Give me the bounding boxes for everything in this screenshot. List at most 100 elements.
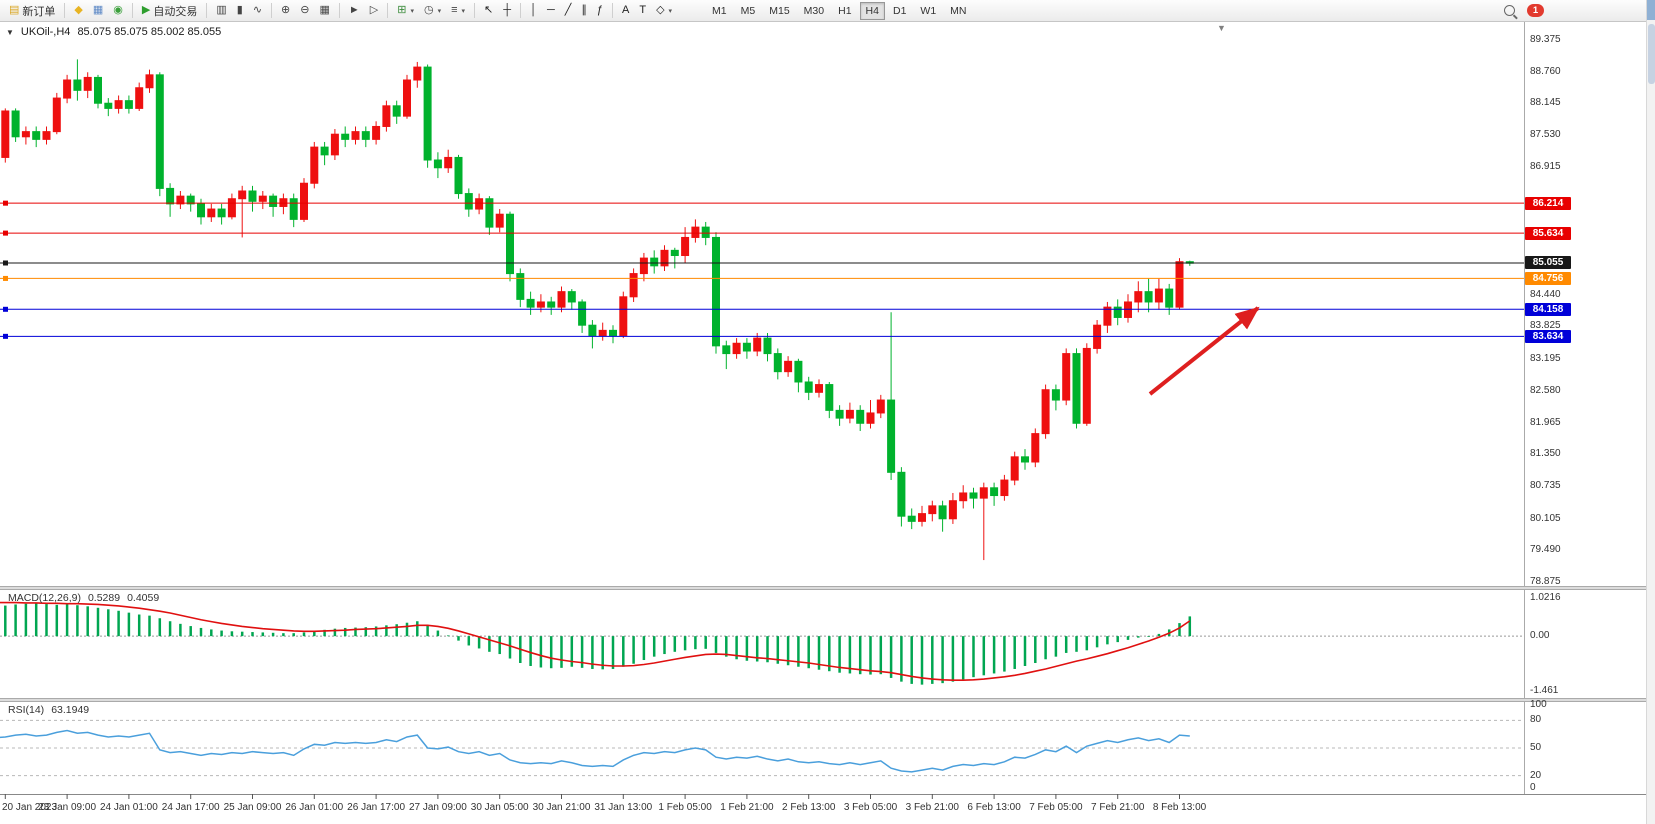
channel-button[interactable]: ∥ [576,1,592,21]
cursor-button[interactable]: ↖ [479,1,498,21]
chart-canvas[interactable] [0,22,1646,824]
zoom-in-button[interactable]: ⊕ [276,1,295,21]
toolbar-separator [206,3,208,18]
toolbar-right: 1 [1504,4,1642,17]
auto-scroll-button[interactable]: ► [344,1,365,21]
toolbar-separator [520,3,522,18]
panel-splitter-macd[interactable] [0,586,1646,590]
zoom-out-icon: ⊖ [300,4,310,16]
bar-chart-button[interactable]: ▥ [211,1,231,21]
chart-shift-button[interactable]: ▷ [365,1,383,21]
hline-price-tag[interactable]: 84.756 [1525,271,1571,285]
timeframe-h4[interactable]: H4 [859,1,885,20]
dropdown-caret-icon: ▾ [437,7,442,15]
price-axis-label: 83.195 [1530,353,1561,364]
crosshair-button[interactable]: ┼ [498,1,516,21]
date-label[interactable]: 1 Feb 05:00 [658,802,712,813]
timeframe-d1[interactable]: D1 [892,4,907,17]
date-label[interactable]: 20 Jan 2023 [2,802,58,813]
date-label[interactable]: 7 Feb 21:00 [1091,802,1145,813]
date-label[interactable]: 1 Feb 21:00 [720,802,774,813]
trend-arrow-annotation[interactable] [1148,306,1260,396]
search-icon[interactable] [1504,5,1515,16]
date-label[interactable]: 23 Jan 09:00 [38,802,96,813]
candlestick-chart-button[interactable]: ▮ [232,1,248,21]
date-label[interactable]: 26 Jan 01:00 [285,802,344,813]
date-label[interactable]: 30 Jan 05:00 [470,802,529,813]
date-label[interactable]: 6 Feb 13:00 [967,802,1021,813]
market-watch-icon: ◆ [74,4,83,16]
price-axis-label: 86.915 [1530,160,1561,172]
trendline-button[interactable]: ╱ [560,1,577,21]
date-label[interactable]: 24 Jan 01:00 [99,802,158,813]
crosshair-icon: ┼ [503,4,512,16]
macd-header: MACD(12,26,9) 0.5289 0.4059 [8,592,159,604]
rsi-axis-label: 20 [1530,769,1542,781]
shapes-button[interactable]: ◇ ▾ [651,1,677,21]
text-label-button[interactable]: T [634,1,651,21]
new-chart-button[interactable]: ⊞ ▾ [392,1,419,21]
timeframe-w1[interactable]: W1 [920,4,937,17]
timeframe-m30[interactable]: M30 [803,4,825,17]
date-label[interactable]: 26 Jan 17:00 [347,802,405,813]
date-label[interactable]: 3 Feb 05:00 [843,802,898,813]
one-click-collapse-icon[interactable]: ▼ [6,27,14,37]
horizontal-price-lines[interactable] [0,200,1524,339]
date-label[interactable]: 2 Feb 13:00 [782,802,836,813]
date-label[interactable]: 30 Jan 21:00 [532,802,591,813]
fibonacci-button[interactable]: ƒ [592,1,608,21]
period-button[interactable]: ◷ ▾ [419,1,446,21]
dropdown-caret-icon: ▾ [668,7,673,15]
date-label[interactable]: 27 Jan 09:00 [408,802,467,813]
chart-window[interactable]: ▼ UKOil-,H4 85.075 85.075 85.002 85.055 … [0,22,1646,824]
date-label[interactable]: 24 Jan 17:00 [161,802,220,813]
autotrading-button[interactable]: ▶ 自动交易 [137,1,202,21]
auto-scroll-icon: ► [348,4,360,16]
text-button[interactable]: A [617,1,634,21]
horizontal-line-button[interactable]: ─ [542,1,560,21]
macd-axis-label: 0.00 [1530,630,1550,642]
new-order-icon: ▤ [9,4,20,16]
hline-price-tag[interactable]: 83.634 [1525,329,1571,343]
dropdown-caret-icon: ▾ [410,7,414,15]
timeframe-m5[interactable]: M5 [740,4,756,17]
chart-shift-marker-icon[interactable]: ▼ [1217,23,1226,33]
price-axis-label: 89.375 [1530,34,1561,45]
vertical-scrollbar[interactable] [1646,0,1655,824]
date-label[interactable]: 3 Feb 21:00 [905,802,959,813]
navigator-button[interactable]: ◉ [108,1,128,21]
hline-price-tag[interactable]: 84.158 [1525,302,1571,316]
panel-splitter-rsi[interactable] [0,698,1646,702]
timeframe-m1[interactable]: M1 [712,4,727,17]
hline-price-tag[interactable]: 86.214 [1525,196,1571,210]
scroll-up-button[interactable] [1647,0,1655,20]
timeframe-m15[interactable]: M15 [769,4,790,17]
hline-price-tag[interactable]: 85.634 [1525,226,1571,240]
dropdown-caret-icon: ▾ [461,7,466,15]
date-label[interactable]: 31 Jan 13:00 [594,802,653,813]
timeframe-mn[interactable]: MN [950,4,967,17]
zoom-out-button[interactable]: ⊖ [295,1,314,21]
vertical-line-button[interactable]: │ [525,1,542,21]
new-order-button[interactable]: ▤ 新订单 [4,1,60,21]
line-chart-button[interactable]: ∿ [248,1,267,21]
toolbar-separator [131,3,133,18]
market-watch-button[interactable]: ◆ [69,1,87,21]
scrollbar-thumb[interactable] [1648,24,1655,84]
new-chart-icon: ⊞ [397,4,407,16]
data-window-button[interactable]: ▦ [88,1,108,21]
date-label[interactable]: 25 Jan 09:00 [223,802,282,813]
candles [1,59,1194,561]
toolbar-separator [474,3,476,18]
hline-price-tag[interactable]: 85.055 [1525,256,1571,270]
price-axis-label: 81.350 [1530,448,1561,460]
date-label[interactable]: 8 Feb 13:00 [1152,802,1207,813]
date-label[interactable]: 7 Feb 05:00 [1029,802,1083,813]
tile-windows-button[interactable]: ▦ [314,1,334,21]
notification-badge[interactable]: 1 [1527,4,1544,17]
timeframe-h1[interactable]: H1 [838,4,852,17]
cursor-icon: ↖ [484,4,494,16]
price-axis-label: 82.580 [1530,384,1561,396]
indicators-button[interactable]: ≡ ▾ [446,1,470,21]
